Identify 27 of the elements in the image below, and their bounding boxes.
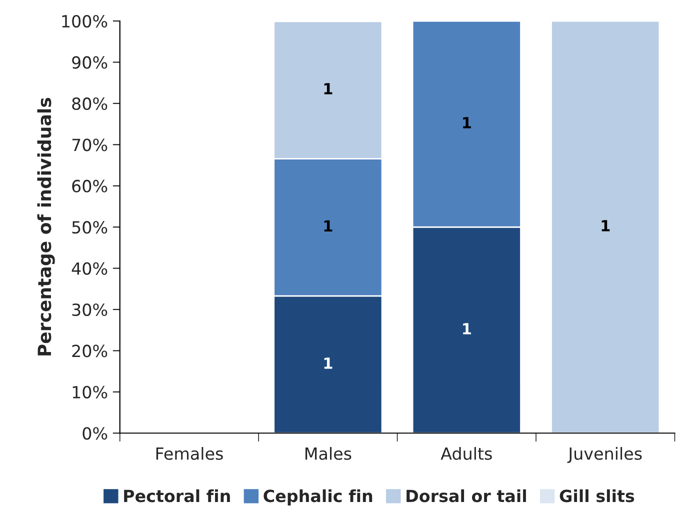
bar xyxy=(550,21,660,434)
annotation: 1 xyxy=(602,220,610,232)
y-tick-label: 30% xyxy=(72,303,108,316)
annotation: 1 xyxy=(324,220,332,232)
y-tick-label: 50% xyxy=(72,221,108,234)
annotation: 1 xyxy=(463,117,471,128)
legend-label: Dorsal or tail xyxy=(406,489,526,502)
annotation: 1 xyxy=(324,83,332,94)
x-tick-label: Females xyxy=(156,447,223,460)
legend-label: Cephalic fin xyxy=(264,489,372,506)
y-tick-label: 100% xyxy=(62,14,108,28)
annotation: 1 xyxy=(324,358,332,369)
legend-label: Gill slits xyxy=(560,489,634,502)
y-tick-label: 60% xyxy=(72,180,108,192)
y-tick-label: 40% xyxy=(72,262,108,275)
y-tick-label: 80% xyxy=(72,97,108,110)
y-tick-label: 90% xyxy=(72,56,108,69)
legend-label: Pectoral fin xyxy=(124,489,230,502)
y-tick-label: 10% xyxy=(72,386,108,398)
x-tick-label: Males xyxy=(306,447,352,460)
y-tick-label: 0% xyxy=(82,427,108,440)
x-tick-label: Juveniles xyxy=(567,447,642,464)
annotation: 1 xyxy=(463,323,471,334)
y-tick-label: 70% xyxy=(72,138,108,152)
y-axis-title: Percentage of individuals xyxy=(37,98,55,356)
y-tick-label: 20% xyxy=(72,344,108,358)
x-tick-label: Adults xyxy=(440,447,492,460)
